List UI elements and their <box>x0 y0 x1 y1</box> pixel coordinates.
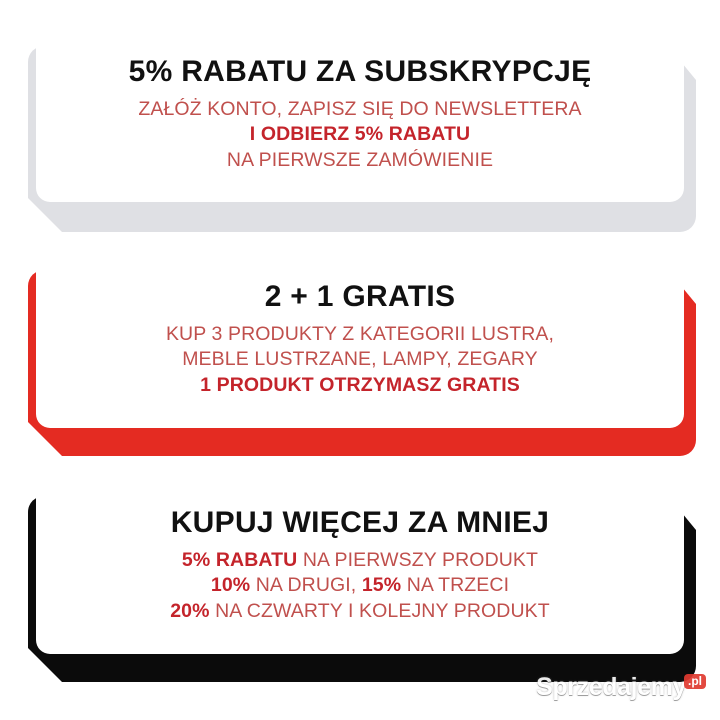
card-face: 2 + 1 GRATIS KUP 3 PRODUKTY Z KATEGORII … <box>36 256 684 428</box>
card-body-line: KUP 3 PRODUKTY Z KATEGORII LUSTRA, <box>165 322 555 345</box>
card-body-line: 1 PRODUKT OTRZYMASZ GRATIS <box>200 374 520 397</box>
card-body-line: ZAŁÓŻ KONTO, ZAPISZ SIĘ DO NEWSLETTERA <box>138 97 582 120</box>
card-body-line: 20% NA CZWARTY I KOLEJNY PRODUKT <box>170 600 550 623</box>
card-title: KUPUJ WIĘCEJ ZA MNIEJ <box>170 505 550 539</box>
card-title: 5% RABATU ZA SUBSKRYPCJĘ <box>128 54 592 88</box>
card-face: KUPUJ WIĘCEJ ZA MNIEJ 5% RABATU NA PIERW… <box>36 482 684 654</box>
card-body: ZAŁÓŻ KONTO, ZAPISZ SIĘ DO NEWSLETTERA I… <box>138 97 581 175</box>
card-body-line: 5% RABATU NA PIERWSZY PRODUKT <box>181 548 539 571</box>
card-body-line: NA PIERWSZE ZAMÓWIENIE <box>226 149 494 172</box>
card-body-line: I ODBIERZ 5% RABATU <box>249 123 471 146</box>
card-body-line: 10% NA DRUGI, 15% NA TRZECI <box>210 574 510 597</box>
card-body: 5% RABATU NA PIERWSZY PRODUKT 10% NA DRU… <box>170 548 550 626</box>
card-title: 2 + 1 GRATIS <box>264 279 456 313</box>
card-face: 5% RABATU ZA SUBSKRYPCJĘ ZAŁÓŻ KONTO, ZA… <box>36 32 684 202</box>
card-body: KUP 3 PRODUKTY Z KATEGORII LUSTRA, MEBLE… <box>166 322 554 400</box>
card-body-line: MEBLE LUSTRZANE, LAMPY, ZEGARY <box>182 348 538 371</box>
